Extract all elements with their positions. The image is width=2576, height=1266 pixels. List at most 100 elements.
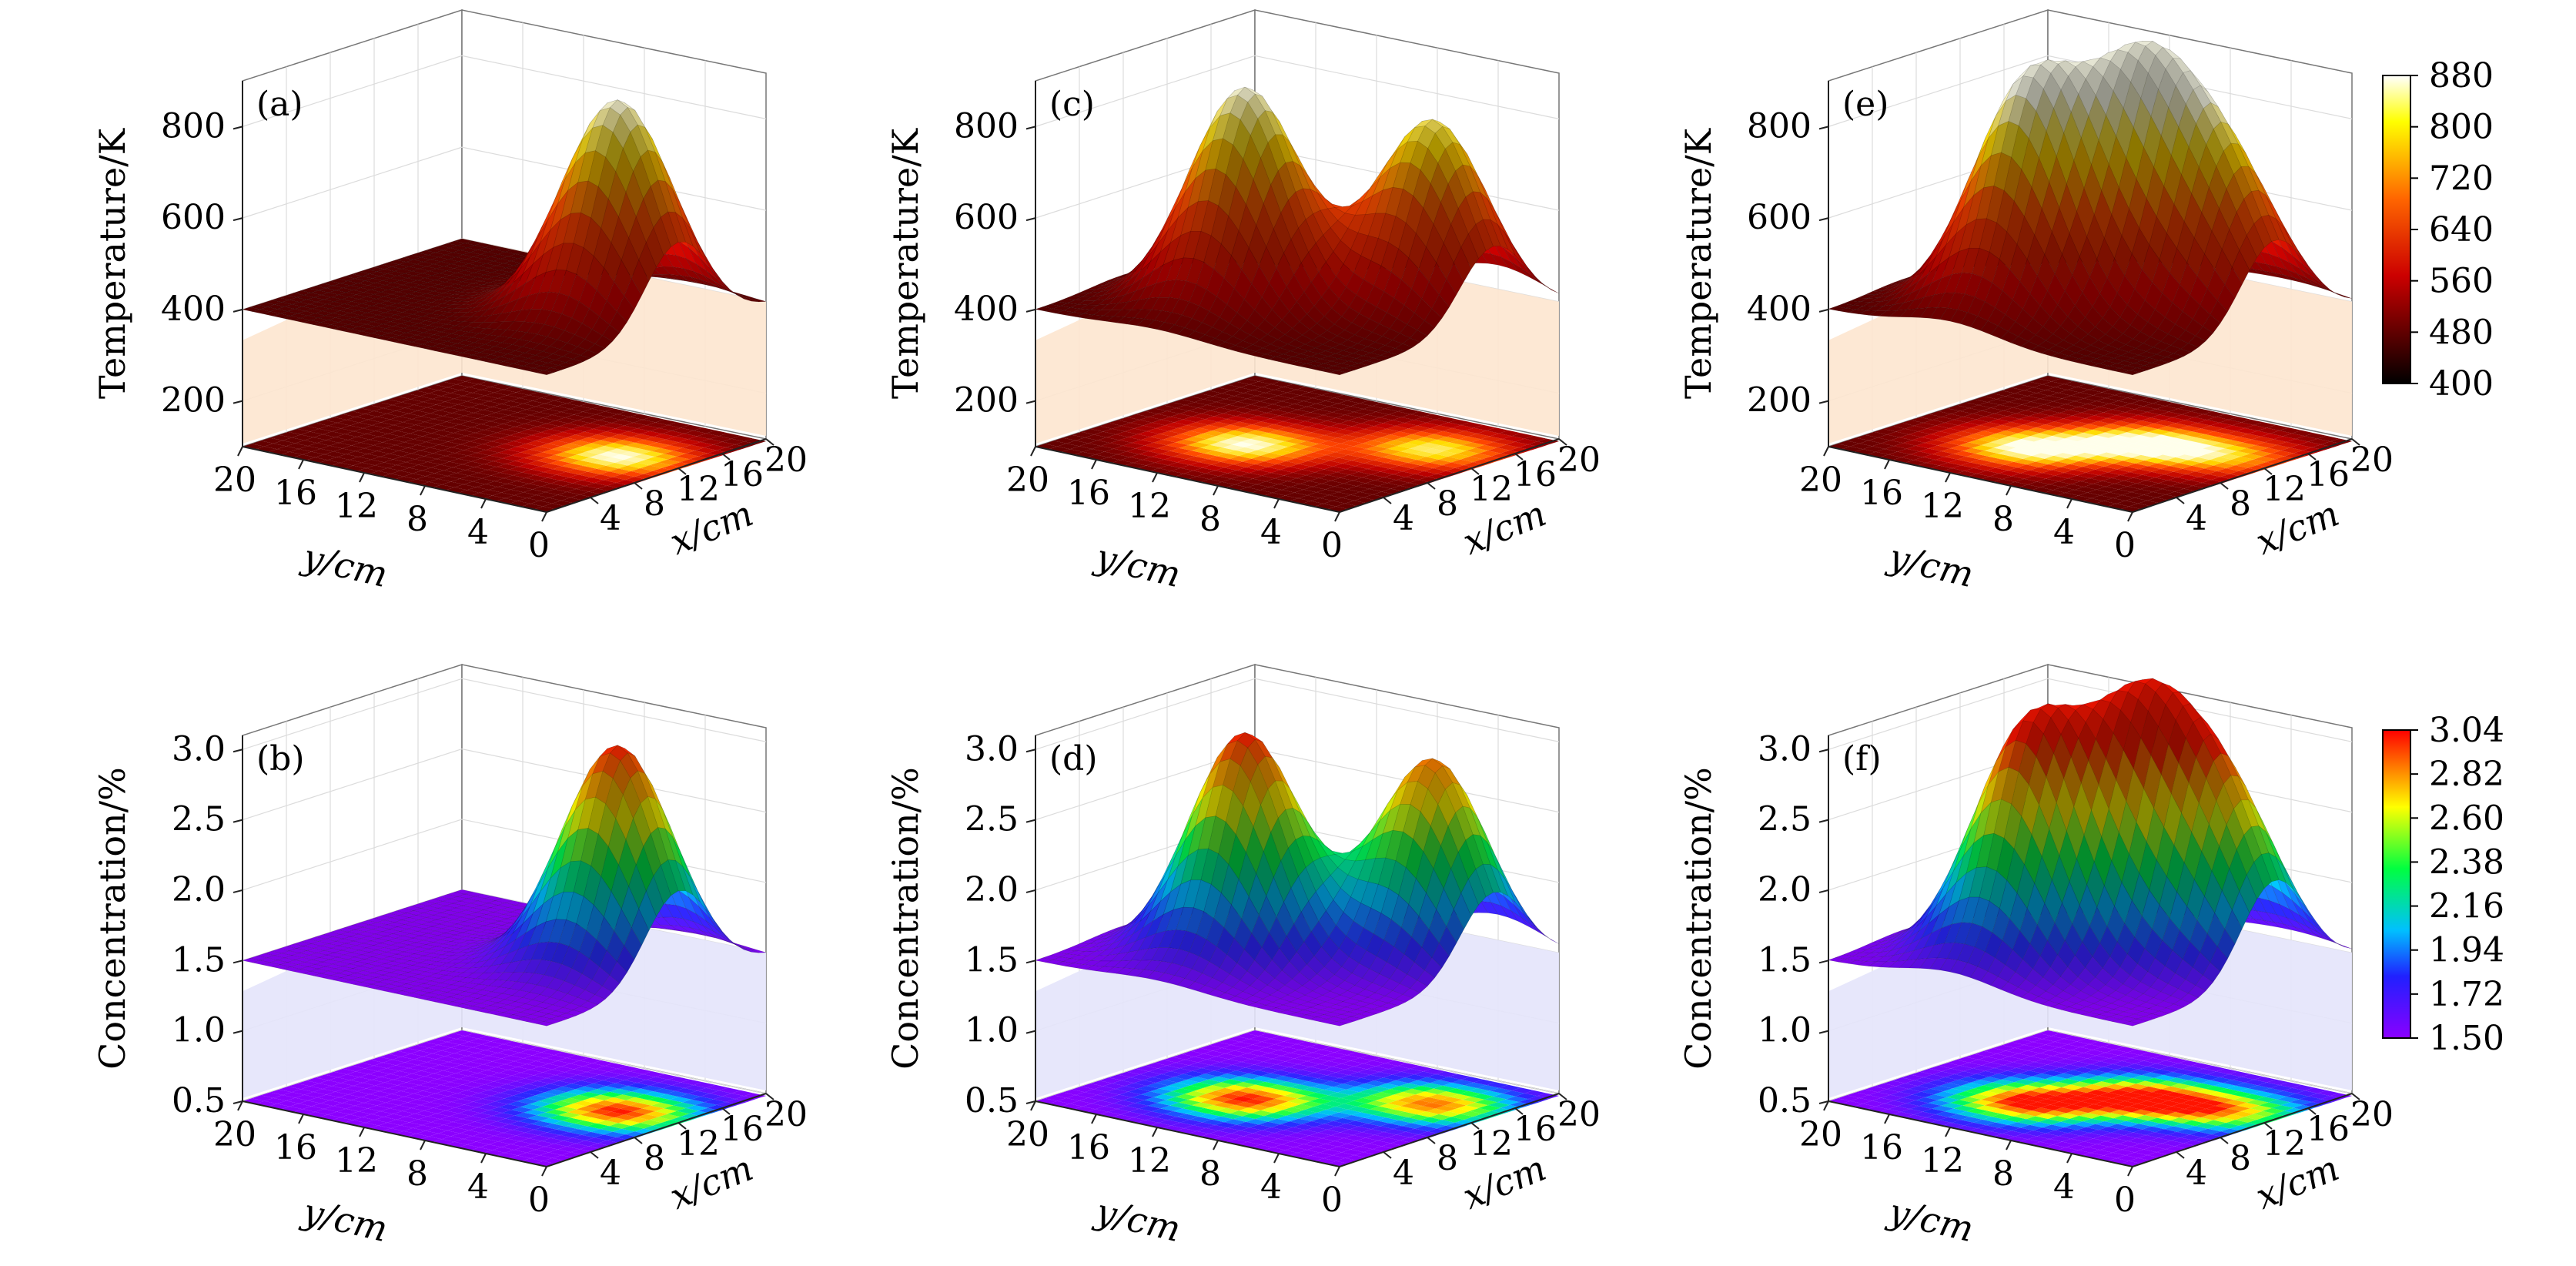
surface-cell xyxy=(485,260,505,266)
floor-cell xyxy=(621,417,643,423)
y-tick-mark xyxy=(298,1114,304,1124)
z-tick-label: 400 xyxy=(161,290,226,329)
floor-cell xyxy=(541,483,564,490)
x-tick-label: 8 xyxy=(644,1139,665,1178)
floor-cell xyxy=(597,431,619,437)
floor-cell xyxy=(626,442,648,449)
floor-cell xyxy=(565,469,587,475)
surface-cell xyxy=(440,286,459,291)
floor-cell xyxy=(516,389,538,396)
floor-cell xyxy=(501,489,524,496)
floor-cell xyxy=(441,393,463,399)
floor-cell xyxy=(521,469,544,475)
floor-cell xyxy=(546,454,568,461)
floor-cell xyxy=(646,422,668,428)
floor-cell xyxy=(390,471,413,477)
floor-cell xyxy=(417,441,439,448)
x-tick-mark xyxy=(590,497,599,504)
floor-cell xyxy=(457,435,480,442)
floor-cell xyxy=(627,462,650,469)
y-tick-label: 8 xyxy=(406,500,428,539)
floor-cell xyxy=(469,473,491,479)
floor-cell xyxy=(481,475,504,481)
surface-cell xyxy=(406,275,426,281)
x-tick-mark xyxy=(634,1137,643,1144)
floor-cell xyxy=(631,468,653,474)
floor-cell xyxy=(602,457,624,463)
floor-cell xyxy=(508,501,530,507)
floor-cell xyxy=(377,414,400,420)
floor-cell xyxy=(533,452,555,458)
floor-cell xyxy=(453,464,475,471)
floor-cell xyxy=(577,417,600,424)
floor-cell xyxy=(333,414,356,420)
floor-cell xyxy=(493,458,515,464)
floor-cell xyxy=(350,457,372,463)
surface-cell xyxy=(657,276,675,280)
z-tick-mark xyxy=(233,749,243,753)
floor-cell xyxy=(453,430,476,436)
floor-cell xyxy=(652,467,675,474)
floor-cell xyxy=(507,447,530,453)
surface-cell xyxy=(450,261,470,266)
floor-cell xyxy=(615,425,637,431)
y-tick-label: 8 xyxy=(1199,500,1221,539)
floor-cell xyxy=(473,410,496,416)
floor-cell xyxy=(470,404,493,410)
x-tick-label: 12 xyxy=(677,1124,720,1164)
floor-cell xyxy=(339,440,361,446)
floor-cell xyxy=(431,464,453,471)
floor-cell xyxy=(410,430,432,437)
floor-cell xyxy=(413,436,436,442)
floor-cell xyxy=(491,438,514,444)
floor-cell xyxy=(517,497,540,504)
floor-cell xyxy=(366,465,388,471)
floor-cell xyxy=(372,422,394,428)
floor-cell xyxy=(483,461,506,467)
y-tick-mark xyxy=(1152,472,1158,483)
floor-cell xyxy=(514,457,537,464)
y-tick-label: 12 xyxy=(335,487,378,526)
y-tick-mark xyxy=(1334,511,1340,522)
floor-cell xyxy=(477,450,499,456)
surface-cell xyxy=(448,273,468,278)
y-axis-label: y/cm xyxy=(298,535,392,595)
floor-cell xyxy=(593,460,615,466)
floor-cell xyxy=(316,420,338,426)
floor-cell xyxy=(513,437,536,444)
floor-cell xyxy=(734,441,758,447)
floor-cell xyxy=(442,447,464,454)
gridline-z xyxy=(461,55,767,119)
floor-cell xyxy=(398,447,421,454)
floor-cell xyxy=(482,441,504,447)
floor-cell xyxy=(552,411,574,418)
floor-cell xyxy=(517,444,539,450)
x-tick-label: 16 xyxy=(1514,455,1557,494)
floor-cell xyxy=(524,455,546,461)
floor-cell xyxy=(335,434,357,440)
floor-cell xyxy=(598,451,621,457)
floor-cell xyxy=(419,427,441,434)
y-tick-label: 4 xyxy=(467,513,489,552)
floor-cell xyxy=(494,478,517,484)
floor-cell xyxy=(300,431,323,437)
floor-cell xyxy=(687,436,710,442)
floor-cell xyxy=(415,421,438,428)
floor-cell xyxy=(453,376,475,382)
panel-b: 0.51.01.52.02.53.020 16 12 8 4 04 8 12 16 20Conce… xyxy=(92,663,808,1250)
floor-cell xyxy=(502,455,524,461)
floor-cell xyxy=(578,437,601,444)
floor-cell xyxy=(340,460,363,466)
floor-cell xyxy=(480,421,503,427)
surface-cell xyxy=(387,286,407,293)
floor-cell xyxy=(463,393,486,399)
floor-cell xyxy=(611,454,634,461)
surface-cell xyxy=(488,265,507,271)
floor-cell xyxy=(501,400,524,407)
floor-cell xyxy=(386,445,408,451)
floor-cell xyxy=(308,443,330,449)
floor-cell xyxy=(567,400,589,407)
floor-cell xyxy=(412,416,434,422)
floor-cell xyxy=(406,459,428,465)
floor-cell xyxy=(510,432,532,438)
